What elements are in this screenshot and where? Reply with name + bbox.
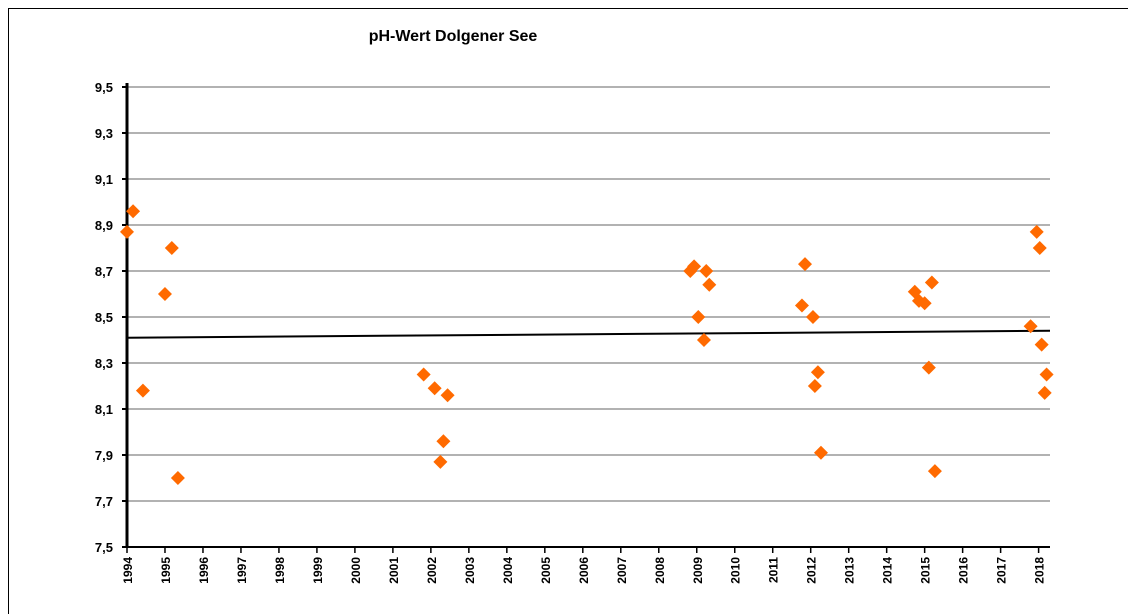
y-tick-label: 7,9 — [95, 448, 113, 463]
point — [157, 287, 172, 301]
point — [810, 365, 825, 380]
point — [794, 298, 809, 313]
point — [696, 333, 711, 347]
chart-title: pH-Wert Dolgener See — [369, 28, 538, 45]
point — [170, 471, 185, 485]
x-tick-label: 1999 — [311, 557, 325, 584]
x-tick-label: 2004 — [501, 557, 515, 584]
x-tick-label: 2018 — [1033, 557, 1047, 584]
point — [927, 464, 942, 479]
x-tick-label: 2013 — [843, 557, 857, 584]
x-tick-label: 2005 — [539, 557, 553, 584]
point — [702, 277, 717, 292]
point — [921, 360, 936, 375]
point — [924, 275, 939, 290]
x-tick-label: 2012 — [805, 557, 819, 584]
y-tick-label: 7,5 — [95, 540, 113, 555]
x-tick-label: 2007 — [615, 557, 629, 584]
y-tick-label: 9,3 — [95, 126, 113, 141]
point — [807, 379, 822, 393]
x-tick-label: 2006 — [577, 557, 591, 584]
x-tick-label: 1998 — [273, 557, 287, 584]
x-tick-label: 2001 — [387, 557, 401, 584]
point — [917, 296, 932, 311]
x-tick-label: 2002 — [425, 557, 439, 584]
point — [126, 204, 141, 219]
x-tick-label: 2016 — [957, 557, 971, 584]
x-tick-label: 2009 — [691, 557, 705, 584]
trend-line — [126, 329, 1051, 339]
x-tick-label: 2003 — [463, 557, 477, 584]
x-tick-label: 2017 — [995, 557, 1009, 584]
x-tick-label: 1996 — [197, 557, 211, 584]
y-tick-label: 9,1 — [95, 172, 113, 187]
point — [699, 264, 714, 278]
y-tick-label: 7,7 — [95, 494, 113, 509]
point — [1034, 337, 1049, 352]
point — [436, 434, 451, 449]
y-tick-label: 8,5 — [95, 310, 113, 325]
point — [805, 310, 820, 324]
point — [1029, 224, 1044, 239]
x-tick-label: 2015 — [919, 557, 933, 584]
x-tick-label: 2008 — [653, 557, 667, 584]
y-tick-label: 8,7 — [95, 264, 113, 279]
point — [120, 224, 134, 239]
point — [1023, 319, 1038, 334]
point — [427, 381, 442, 396]
x-tick-label: 2011 — [767, 557, 781, 583]
frame — [8, 8, 1128, 614]
y-tick-label: 8,3 — [95, 356, 113, 371]
point — [687, 259, 702, 274]
x-tick-label: 1997 — [235, 557, 249, 584]
y-tick-label: 9,5 — [95, 80, 113, 95]
point — [135, 383, 150, 398]
point — [433, 454, 448, 469]
point — [798, 257, 813, 272]
point — [1037, 385, 1052, 400]
x-tick-label: 2014 — [881, 557, 895, 584]
point — [1032, 241, 1047, 255]
x-tick-label: 2000 — [349, 557, 363, 584]
x-tick-label: 2010 — [729, 557, 743, 584]
point — [1039, 367, 1054, 382]
x-tick-label: 1995 — [159, 557, 173, 584]
point — [813, 445, 828, 460]
y-tick-label: 8,9 — [95, 218, 113, 233]
x-tick-label: 1994 — [121, 557, 135, 584]
point — [416, 367, 431, 382]
point — [440, 388, 455, 403]
y-tick-label: 8,1 — [95, 402, 113, 417]
point — [164, 241, 179, 255]
point — [691, 310, 706, 324]
